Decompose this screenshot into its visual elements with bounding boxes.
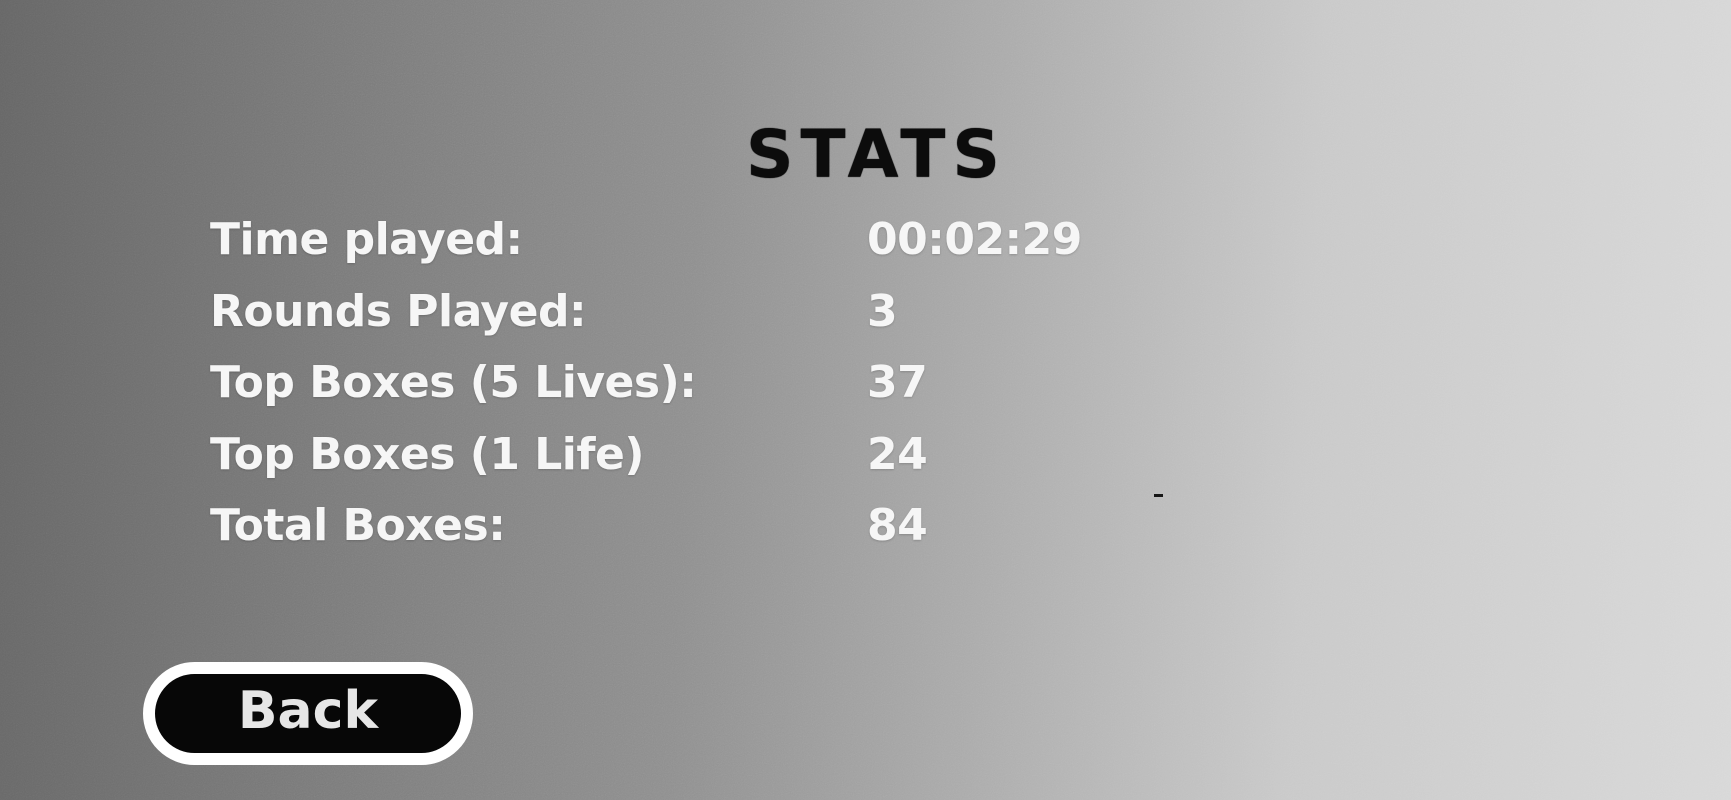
stat-label: Rounds Played: [210, 285, 587, 337]
cursor-mark [1154, 494, 1163, 497]
stat-value: 37 [867, 357, 928, 409]
stat-row-time-played: Time played: 00:02:29 [210, 204, 1310, 276]
stat-value: 00:02:29 [867, 214, 1082, 266]
stat-row-total-boxes: Total Boxes: 84 [210, 490, 1310, 562]
stat-row-top-boxes-5-lives: Top Boxes (5 Lives): 37 [210, 347, 1310, 419]
stat-label: Top Boxes (5 Lives): [210, 357, 697, 409]
stat-label: Top Boxes (1 Life) [210, 428, 644, 480]
back-button-label: Back [237, 680, 379, 741]
stat-value: 84 [867, 500, 928, 552]
stat-value: 3 [867, 285, 898, 337]
stat-label: Time played: [210, 214, 523, 266]
stat-label: Total Boxes: [210, 500, 506, 552]
page-title: STATS [746, 116, 1007, 194]
stats-list: Time played: 00:02:29 Rounds Played: 3 T… [210, 204, 1310, 562]
back-button[interactable]: Back [143, 662, 473, 765]
stat-row-top-boxes-1-life: Top Boxes (1 Life) 24 [210, 419, 1310, 491]
stat-value: 24 [867, 428, 928, 480]
stat-row-rounds-played: Rounds Played: 3 [210, 276, 1310, 348]
